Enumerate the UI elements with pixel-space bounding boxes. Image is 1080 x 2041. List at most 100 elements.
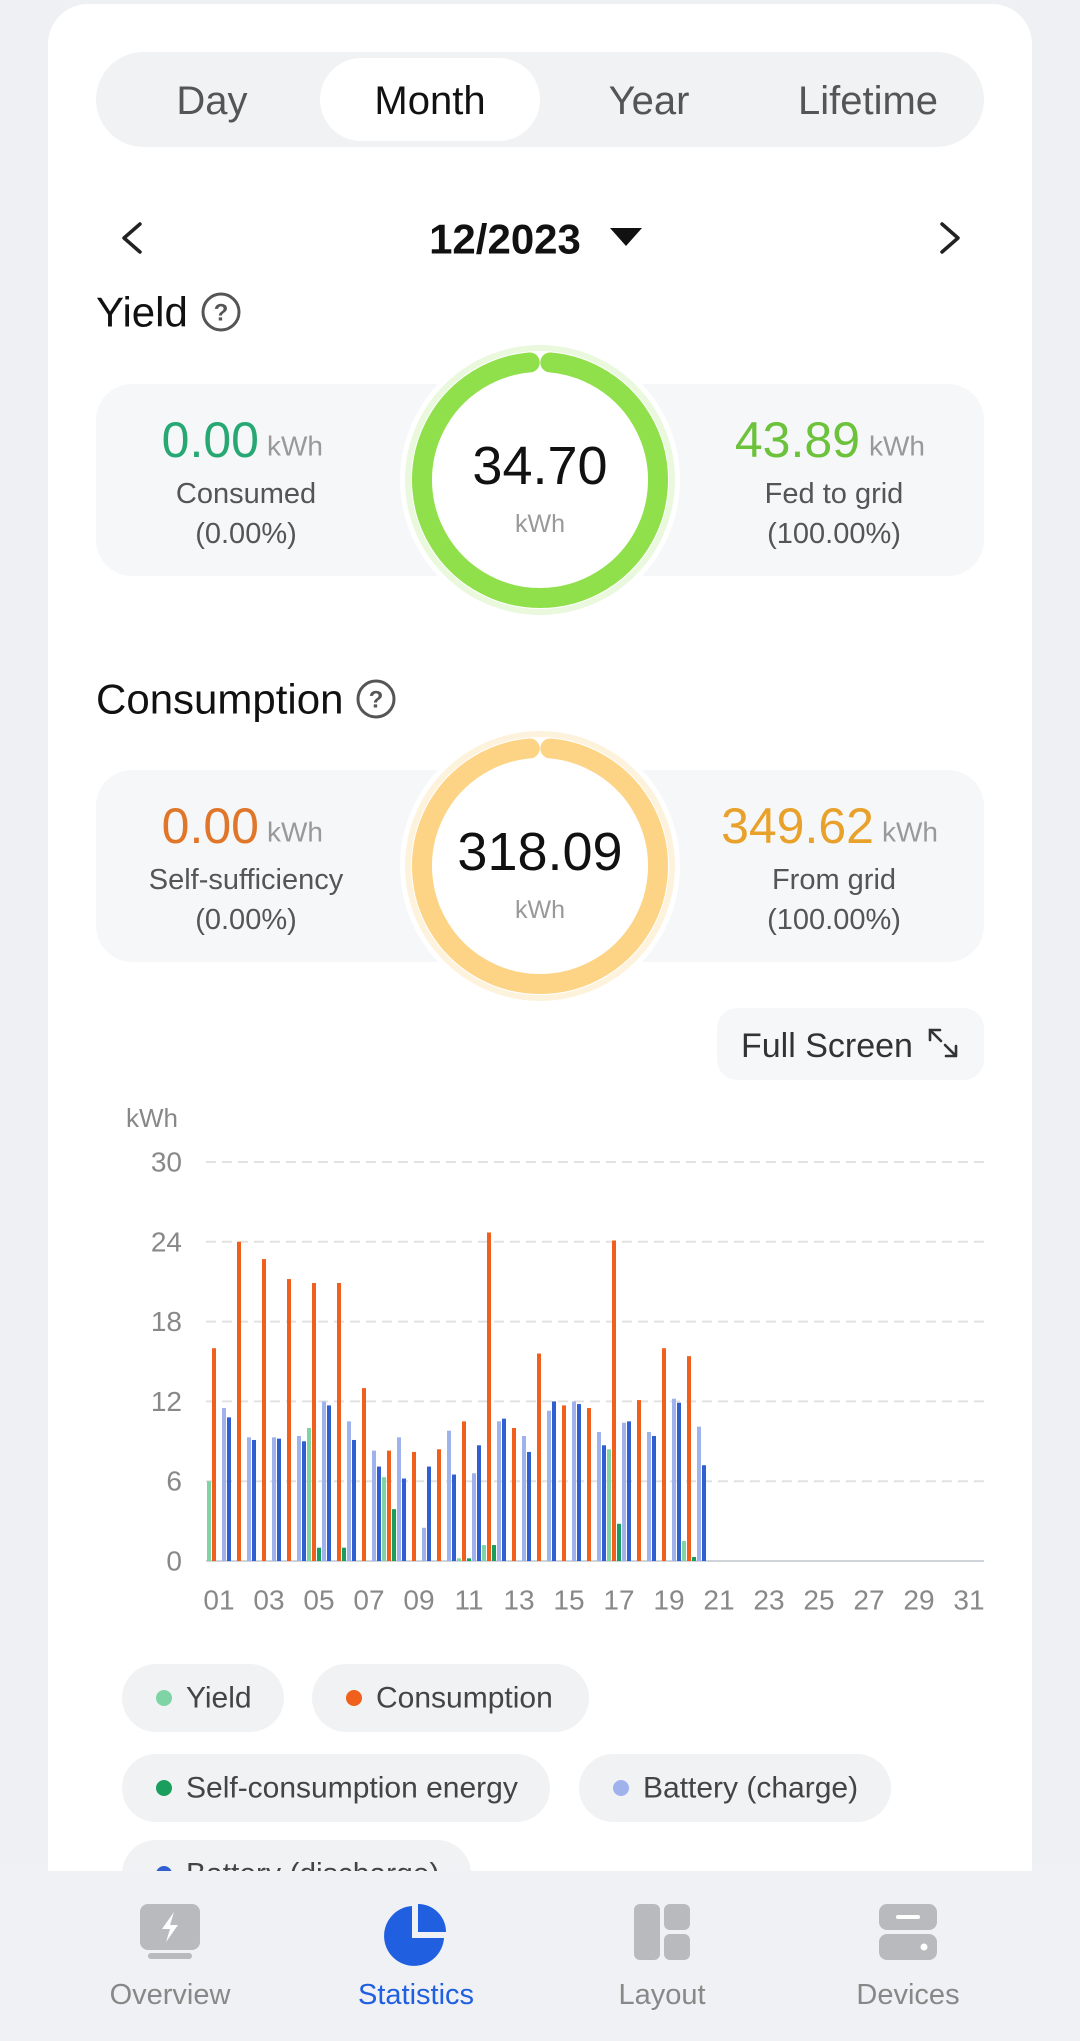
nav-icon [879,1934,937,1960]
nav-label[interactable]: Devices [856,1979,959,2011]
bar [262,1259,266,1561]
bar [597,1431,601,1561]
bar [572,1401,576,1561]
bar [602,1445,606,1561]
nav-label[interactable]: Statistics [358,1979,474,2011]
x-tick-label: 15 [553,1585,584,1616]
bar [327,1405,331,1561]
nav-icon [664,1934,690,1960]
bar [627,1421,631,1561]
bar [482,1545,486,1561]
x-tick-label: 31 [953,1585,984,1616]
ring-total: 318.09 [457,822,622,882]
bar [522,1435,526,1561]
summary-share: (0.00%) [195,904,297,936]
summary-value: 0.00 [162,412,259,468]
bar [272,1437,276,1561]
next-arrow[interactable] [940,222,960,254]
nav-icon [634,1904,660,1960]
bar [497,1421,501,1561]
bar [337,1283,341,1561]
legend-label[interactable]: Battery (charge) [643,1772,858,1805]
bar [562,1405,566,1561]
legend-label[interactable]: Consumption [376,1682,553,1715]
ring [412,738,668,994]
tab[interactable]: Year [609,79,690,123]
y-tick-label: 0 [166,1546,182,1577]
date-dropdown-icon[interactable] [610,228,642,246]
full-screen-icon [928,1028,958,1058]
bar [392,1509,396,1561]
legend-label[interactable]: Self-consumption energy [186,1772,518,1805]
summary-label: Fed to grid [765,478,904,510]
tab[interactable]: Lifetime [798,79,938,123]
help-icon[interactable] [201,292,241,332]
x-tick-label: 13 [503,1585,534,1616]
tab-selected-pill [320,58,540,141]
bar [287,1279,291,1561]
help-icon[interactable] [356,679,396,719]
y-tick-label: 30 [151,1147,182,1178]
legend-chip[interactable] [579,1754,891,1822]
ring-halo [405,345,675,615]
x-tick-label: 01 [203,1585,234,1616]
nav-icon [664,1904,690,1930]
legend-swatch [156,1690,172,1706]
bar [502,1418,506,1561]
section-title: Consumption [96,676,343,723]
bar [692,1557,696,1561]
bar [352,1439,356,1561]
bar [702,1465,706,1561]
ring-total: 34.70 [472,436,607,496]
tab[interactable]: Day [176,79,247,123]
full-screen-label[interactable]: Full Screen [741,1027,913,1065]
x-tick-label: 19 [653,1585,684,1616]
bar [547,1410,551,1561]
bar [477,1445,481,1561]
bar [527,1451,531,1561]
summary-label: From grid [772,864,896,896]
tab[interactable]: Month [374,79,485,123]
bar [427,1466,431,1561]
bar [317,1547,321,1561]
bar [377,1466,381,1561]
y-axis-unit: kWh [126,1103,178,1133]
legend-chip[interactable] [312,1664,589,1732]
x-tick-label: 03 [253,1585,284,1616]
bar [492,1545,496,1561]
bar [662,1348,666,1561]
ring-halo [405,731,675,1001]
legend-label[interactable]: Yield [186,1682,252,1715]
bar [682,1541,686,1561]
bar [537,1353,541,1561]
summary-value: 0.00 [162,798,259,854]
x-tick-label: 17 [603,1585,634,1616]
bar [647,1431,651,1561]
bar [587,1408,591,1561]
bar [512,1428,516,1561]
bar [322,1401,326,1561]
bar [462,1421,466,1561]
date-label[interactable]: 12/2023 [429,216,581,263]
x-tick-label: 07 [353,1585,384,1616]
bar [387,1450,391,1561]
summary-share: (0.00%) [195,518,297,550]
help-icon-text: ? [369,687,384,714]
bar [467,1558,471,1561]
bar [342,1547,346,1561]
x-tick-label: 29 [903,1585,934,1616]
nav-icon [418,1904,446,1932]
nav-label[interactable]: Layout [618,1979,705,2011]
bar [447,1430,451,1561]
nav-label[interactable]: Overview [110,1979,232,2011]
prev-arrow[interactable] [122,222,142,254]
legend-chip[interactable] [122,1664,284,1732]
summary-unit: kWh [267,431,323,462]
legend-chip[interactable] [122,1754,550,1822]
x-tick-label: 21 [703,1585,734,1616]
full-screen-button[interactable] [717,1008,984,1080]
summary-unit: kWh [869,431,925,462]
bar [652,1435,656,1561]
